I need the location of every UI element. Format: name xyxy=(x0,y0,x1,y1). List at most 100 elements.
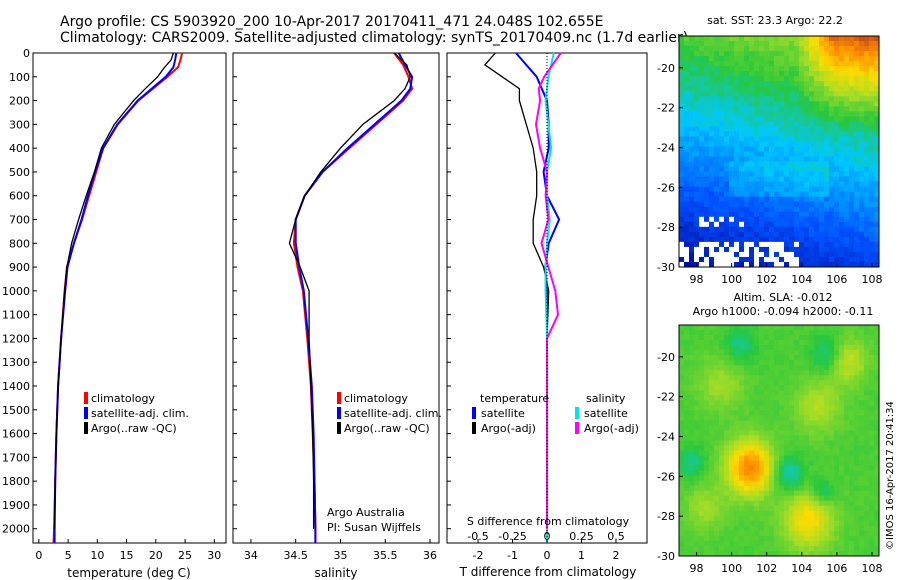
sla-cell xyxy=(794,410,800,416)
sla-cell xyxy=(829,445,835,451)
sla-cell xyxy=(854,530,860,537)
sst-cell xyxy=(769,216,775,223)
sla-cell xyxy=(809,415,815,421)
sla-cell xyxy=(689,495,695,502)
sst-cell xyxy=(839,261,845,268)
sla-cell xyxy=(794,355,800,361)
sst-cell xyxy=(759,146,765,152)
sla-cell xyxy=(784,415,790,421)
sla-cell xyxy=(694,515,700,522)
sla-cell xyxy=(799,385,805,391)
sst-cell xyxy=(789,131,795,137)
sla-cell xyxy=(844,470,850,477)
sla-cell xyxy=(859,510,865,517)
sla-cell xyxy=(854,440,860,446)
sst-cell xyxy=(729,131,735,137)
sst-cell xyxy=(769,261,775,268)
sla-cell xyxy=(679,435,685,441)
sla-cell xyxy=(839,455,845,461)
sla-cell xyxy=(719,355,725,361)
sla-cell xyxy=(769,400,775,406)
sla-cell xyxy=(824,410,830,416)
y-tick-label: 800 xyxy=(9,237,30,250)
sst-cell xyxy=(684,256,690,263)
y-tick-label: 1700 xyxy=(2,451,30,464)
sla-cell xyxy=(699,380,705,386)
sst-cell xyxy=(839,221,845,228)
sla-cell xyxy=(694,445,700,451)
sla-cell xyxy=(729,425,735,431)
sla-cell xyxy=(679,465,685,472)
sst-cell xyxy=(779,216,785,223)
sst-cell xyxy=(819,221,825,228)
sla-cell xyxy=(854,430,860,436)
annotation-pi: PI: Susan Wijffels xyxy=(327,521,421,534)
sst-cell xyxy=(719,131,725,137)
sst-cell xyxy=(849,261,855,268)
sst-cell xyxy=(714,41,720,47)
sst-cell xyxy=(799,86,805,92)
sst-cell xyxy=(784,231,790,238)
sla-cell xyxy=(849,425,855,431)
sst-cell xyxy=(734,86,740,92)
y-tick-label: 1000 xyxy=(2,285,30,298)
sla-cell xyxy=(709,375,715,381)
sla-cell xyxy=(694,395,700,401)
sla-cell xyxy=(774,545,780,552)
sst-cell xyxy=(869,201,875,208)
sla-cell xyxy=(814,370,820,376)
sst-cell xyxy=(724,131,730,137)
sst-cell xyxy=(789,171,795,178)
sla-cell xyxy=(719,435,725,441)
sst-cell xyxy=(864,181,870,188)
sst-cell xyxy=(699,36,705,42)
sla-cell xyxy=(864,450,870,456)
sst-cell xyxy=(729,171,735,178)
sla-cell xyxy=(694,495,700,502)
sst-cell xyxy=(844,116,850,122)
sst-cell xyxy=(714,146,720,152)
sst-cell xyxy=(694,76,700,82)
sla-cell xyxy=(709,495,715,502)
sst-cell xyxy=(774,66,780,72)
sla-cell xyxy=(819,470,825,477)
sst-cell xyxy=(764,106,770,112)
sst-cell xyxy=(749,51,755,57)
sla-cell xyxy=(844,495,850,502)
sla-cell xyxy=(739,360,745,366)
sst-cell xyxy=(744,191,750,198)
sla-cell xyxy=(829,385,835,391)
sla-cell xyxy=(789,460,795,467)
sla-cell xyxy=(789,425,795,431)
sst-cell xyxy=(829,71,835,77)
sla-cell xyxy=(704,550,710,557)
sla-cell xyxy=(869,480,875,487)
sla-cell xyxy=(859,515,865,522)
sst-cell xyxy=(749,116,755,122)
sst-cell xyxy=(769,211,775,218)
sla-cell xyxy=(844,425,850,431)
sla-cell xyxy=(699,360,705,366)
sst-cell xyxy=(804,46,810,52)
sla-cell xyxy=(869,390,875,396)
sst-cell xyxy=(874,46,880,52)
sst-cell xyxy=(794,66,800,72)
sla-cell xyxy=(749,390,755,396)
sst-cell xyxy=(844,196,850,203)
sst-cell xyxy=(854,141,860,147)
sla-cell xyxy=(874,440,880,446)
sst-cell xyxy=(779,141,785,147)
sla-cell xyxy=(824,490,830,497)
sst-cell xyxy=(804,236,810,243)
sla-cell xyxy=(709,410,715,416)
sla-cell xyxy=(709,325,715,331)
sst-cell xyxy=(734,241,740,248)
sst-cell xyxy=(769,231,775,238)
sla-cell xyxy=(689,430,695,436)
sst-cell xyxy=(854,86,860,92)
sla-cell xyxy=(824,355,830,361)
sla-cell xyxy=(834,540,840,547)
sst-cell xyxy=(874,186,880,193)
sla-cell xyxy=(799,400,805,406)
sst-cell xyxy=(729,151,735,157)
